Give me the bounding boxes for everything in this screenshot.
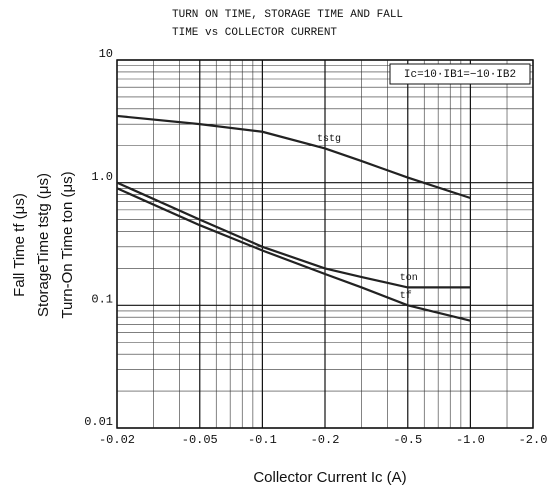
x-tick-label: -0.02 — [99, 433, 135, 447]
series-label: ton — [400, 273, 418, 284]
y-axis-label: Fall Time tf (μs) — [11, 193, 28, 297]
x-tick-label: -2.0 — [519, 433, 548, 447]
chart-title: TIME vs COLLECTOR CURRENT — [172, 27, 337, 39]
chart-title: TURN ON TIME, STORAGE TIME AND FALL — [172, 9, 403, 21]
y-axis-label: StorageTime tstg (μs) — [35, 173, 52, 317]
y-tick-label: 0.1 — [91, 293, 113, 307]
y-axis-label: Turn-On Time ton (μs) — [59, 171, 76, 318]
series-line — [116, 114, 471, 200]
x-tick-label: -0.2 — [311, 433, 340, 447]
series-label: tf — [400, 290, 412, 302]
y-tick-label: 10 — [99, 47, 113, 61]
x-tick-label: -0.05 — [182, 433, 218, 447]
series-label: tstg — [317, 134, 341, 145]
y-tick-label: 0.01 — [84, 415, 113, 429]
series-line — [116, 187, 471, 322]
x-tick-label: -0.1 — [248, 433, 277, 447]
x-tick-label: -1.0 — [456, 433, 485, 447]
annotation-box — [389, 63, 531, 85]
x-tick-label: -0.5 — [393, 433, 422, 447]
x-axis-label: Collector Current Ic (A) — [253, 469, 406, 486]
annotation: Ic=10·IB1=−10·IB2 — [404, 69, 516, 81]
series-line — [116, 181, 471, 289]
y-tick-label: 1.0 — [91, 170, 113, 184]
